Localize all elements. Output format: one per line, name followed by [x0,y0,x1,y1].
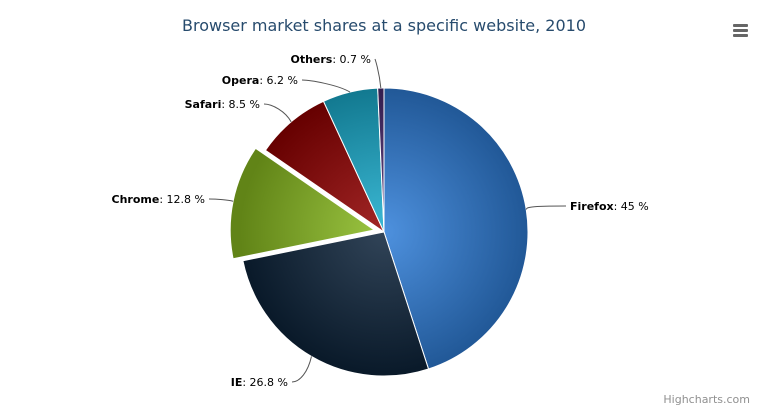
pie-slice-others[interactable] [377,87,385,233]
data-label-safari: Safari: 8.5 % [185,98,260,111]
pie-slice-ie[interactable] [242,231,430,377]
data-label-others: Others: 0.7 % [290,53,371,66]
label-connector [263,103,292,123]
label-connector [374,58,382,89]
hamburger-menu-icon[interactable] [728,19,752,41]
data-label-ie: IE: 26.8 % [231,376,288,389]
data-label-firefox: Firefox: 45 % [570,200,649,213]
label-connector [525,205,567,210]
credits-link[interactable]: Highcharts.com [663,393,750,406]
pie-slice-firefox[interactable] [383,87,529,370]
label-connector [208,198,234,202]
data-label-chrome: Chrome: 12.8 % [112,193,205,206]
data-label-opera: Opera: 6.2 % [222,74,298,87]
chart-title: Browser market shares at a specific webs… [182,16,586,35]
label-connector [301,79,351,93]
label-connector [291,356,312,383]
